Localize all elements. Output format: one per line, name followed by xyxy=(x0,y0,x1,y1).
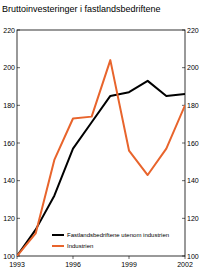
y-tick-label: 100 xyxy=(3,253,15,260)
y-tick-right xyxy=(182,180,185,181)
y-tick xyxy=(17,143,20,144)
legend-label: Fastlandsbedriftene utenom industrien xyxy=(67,232,169,238)
legend-swatch xyxy=(52,234,64,236)
series-line xyxy=(17,81,185,256)
y-tick-label-right: 200 xyxy=(187,64,199,71)
y-tick-right xyxy=(182,67,185,68)
y-tick-label: 180 xyxy=(3,102,15,109)
y-tick-label-right: 160 xyxy=(187,140,199,147)
x-tick xyxy=(185,256,186,259)
series-line xyxy=(17,60,185,256)
y-tick-right xyxy=(182,218,185,219)
chart: Bruttoinvesteringer i fastlandsbedriften… xyxy=(0,0,203,274)
y-tick-label-right: 220 xyxy=(187,27,199,34)
x-tick-label: 2002 xyxy=(177,261,193,268)
y-tick xyxy=(17,105,20,106)
y-tick xyxy=(17,67,20,68)
y-tick-label-right: 140 xyxy=(187,177,199,184)
title: Bruttoinvesteringer i fastlandsbedriften… xyxy=(2,4,161,14)
y-tick xyxy=(17,180,20,181)
legend-label: Industrien xyxy=(67,243,93,249)
y-tick-label-right: 180 xyxy=(187,102,199,109)
y-tick-label: 200 xyxy=(3,64,15,71)
y-tick-label: 140 xyxy=(3,177,15,184)
x-tick-label: 1996 xyxy=(65,261,81,268)
y-tick-label: 120 xyxy=(3,215,15,222)
x-tick-label: 1993 xyxy=(9,261,25,268)
y-tick xyxy=(17,218,20,219)
x-tick xyxy=(129,256,130,259)
x-tick xyxy=(17,256,18,259)
plot-frame xyxy=(17,30,185,256)
y-tick-label-right: 100 xyxy=(187,253,199,260)
y-tick-label: 160 xyxy=(3,140,15,147)
legend-swatch xyxy=(52,245,64,247)
x-tick-label: 1999 xyxy=(121,261,137,268)
y-tick-label-right: 120 xyxy=(187,215,199,222)
series-group xyxy=(17,60,185,256)
y-tick-label: 220 xyxy=(3,27,15,34)
x-tick xyxy=(73,256,74,259)
y-tick-right xyxy=(182,143,185,144)
